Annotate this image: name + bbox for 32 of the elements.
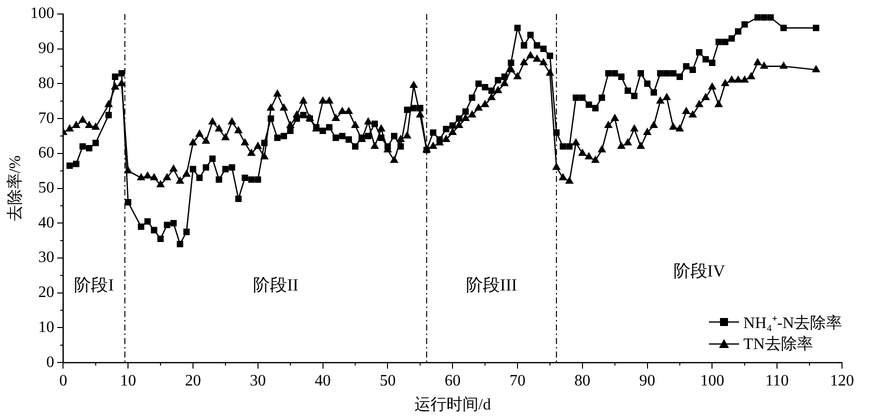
annotation: 阶段I [74, 275, 114, 294]
x-axis-title: 运行时间/d [414, 396, 491, 414]
x-tick-label: 70 [510, 372, 526, 390]
x-tick-label: 80 [574, 372, 590, 390]
x-tick-label: 50 [380, 372, 396, 390]
y-tick-label: 10 [38, 318, 54, 336]
y-axis-title: 去除率/% [6, 155, 24, 222]
y-tick-label: 0 [46, 354, 54, 371]
legend-label: TN去除率 [743, 334, 813, 354]
x-tick-label: 90 [639, 372, 656, 390]
x-tick-label: 20 [185, 372, 201, 390]
annotation: 阶段II [253, 275, 299, 294]
y-tick-label: 20 [38, 284, 54, 302]
y-tick-label: 70 [38, 110, 54, 127]
annotation: 阶段III [466, 275, 518, 294]
y-tick-label: 40 [38, 214, 54, 232]
x-tick-label: 0 [59, 372, 68, 390]
x-tick-label: 60 [444, 372, 461, 390]
x-tick-label: 40 [314, 372, 331, 390]
y-tick-label: 60 [38, 144, 54, 162]
x-tick-label: 110 [765, 372, 789, 390]
x-tick-label: 30 [250, 372, 266, 390]
x-tick-label: 100 [700, 372, 724, 390]
x-tick-label: 120 [830, 372, 854, 390]
y-tick-label: 100 [30, 5, 54, 22]
y-tick-label: 50 [38, 180, 54, 197]
y-tick-label: 30 [38, 249, 54, 266]
y-tick-label: 80 [38, 74, 54, 92]
legend-label: NH₄⁺-N去除率 [743, 314, 842, 334]
annotation: 阶段IV [673, 261, 726, 280]
y-tick-label: 90 [38, 40, 54, 58]
x-tick-label: 10 [120, 372, 136, 390]
